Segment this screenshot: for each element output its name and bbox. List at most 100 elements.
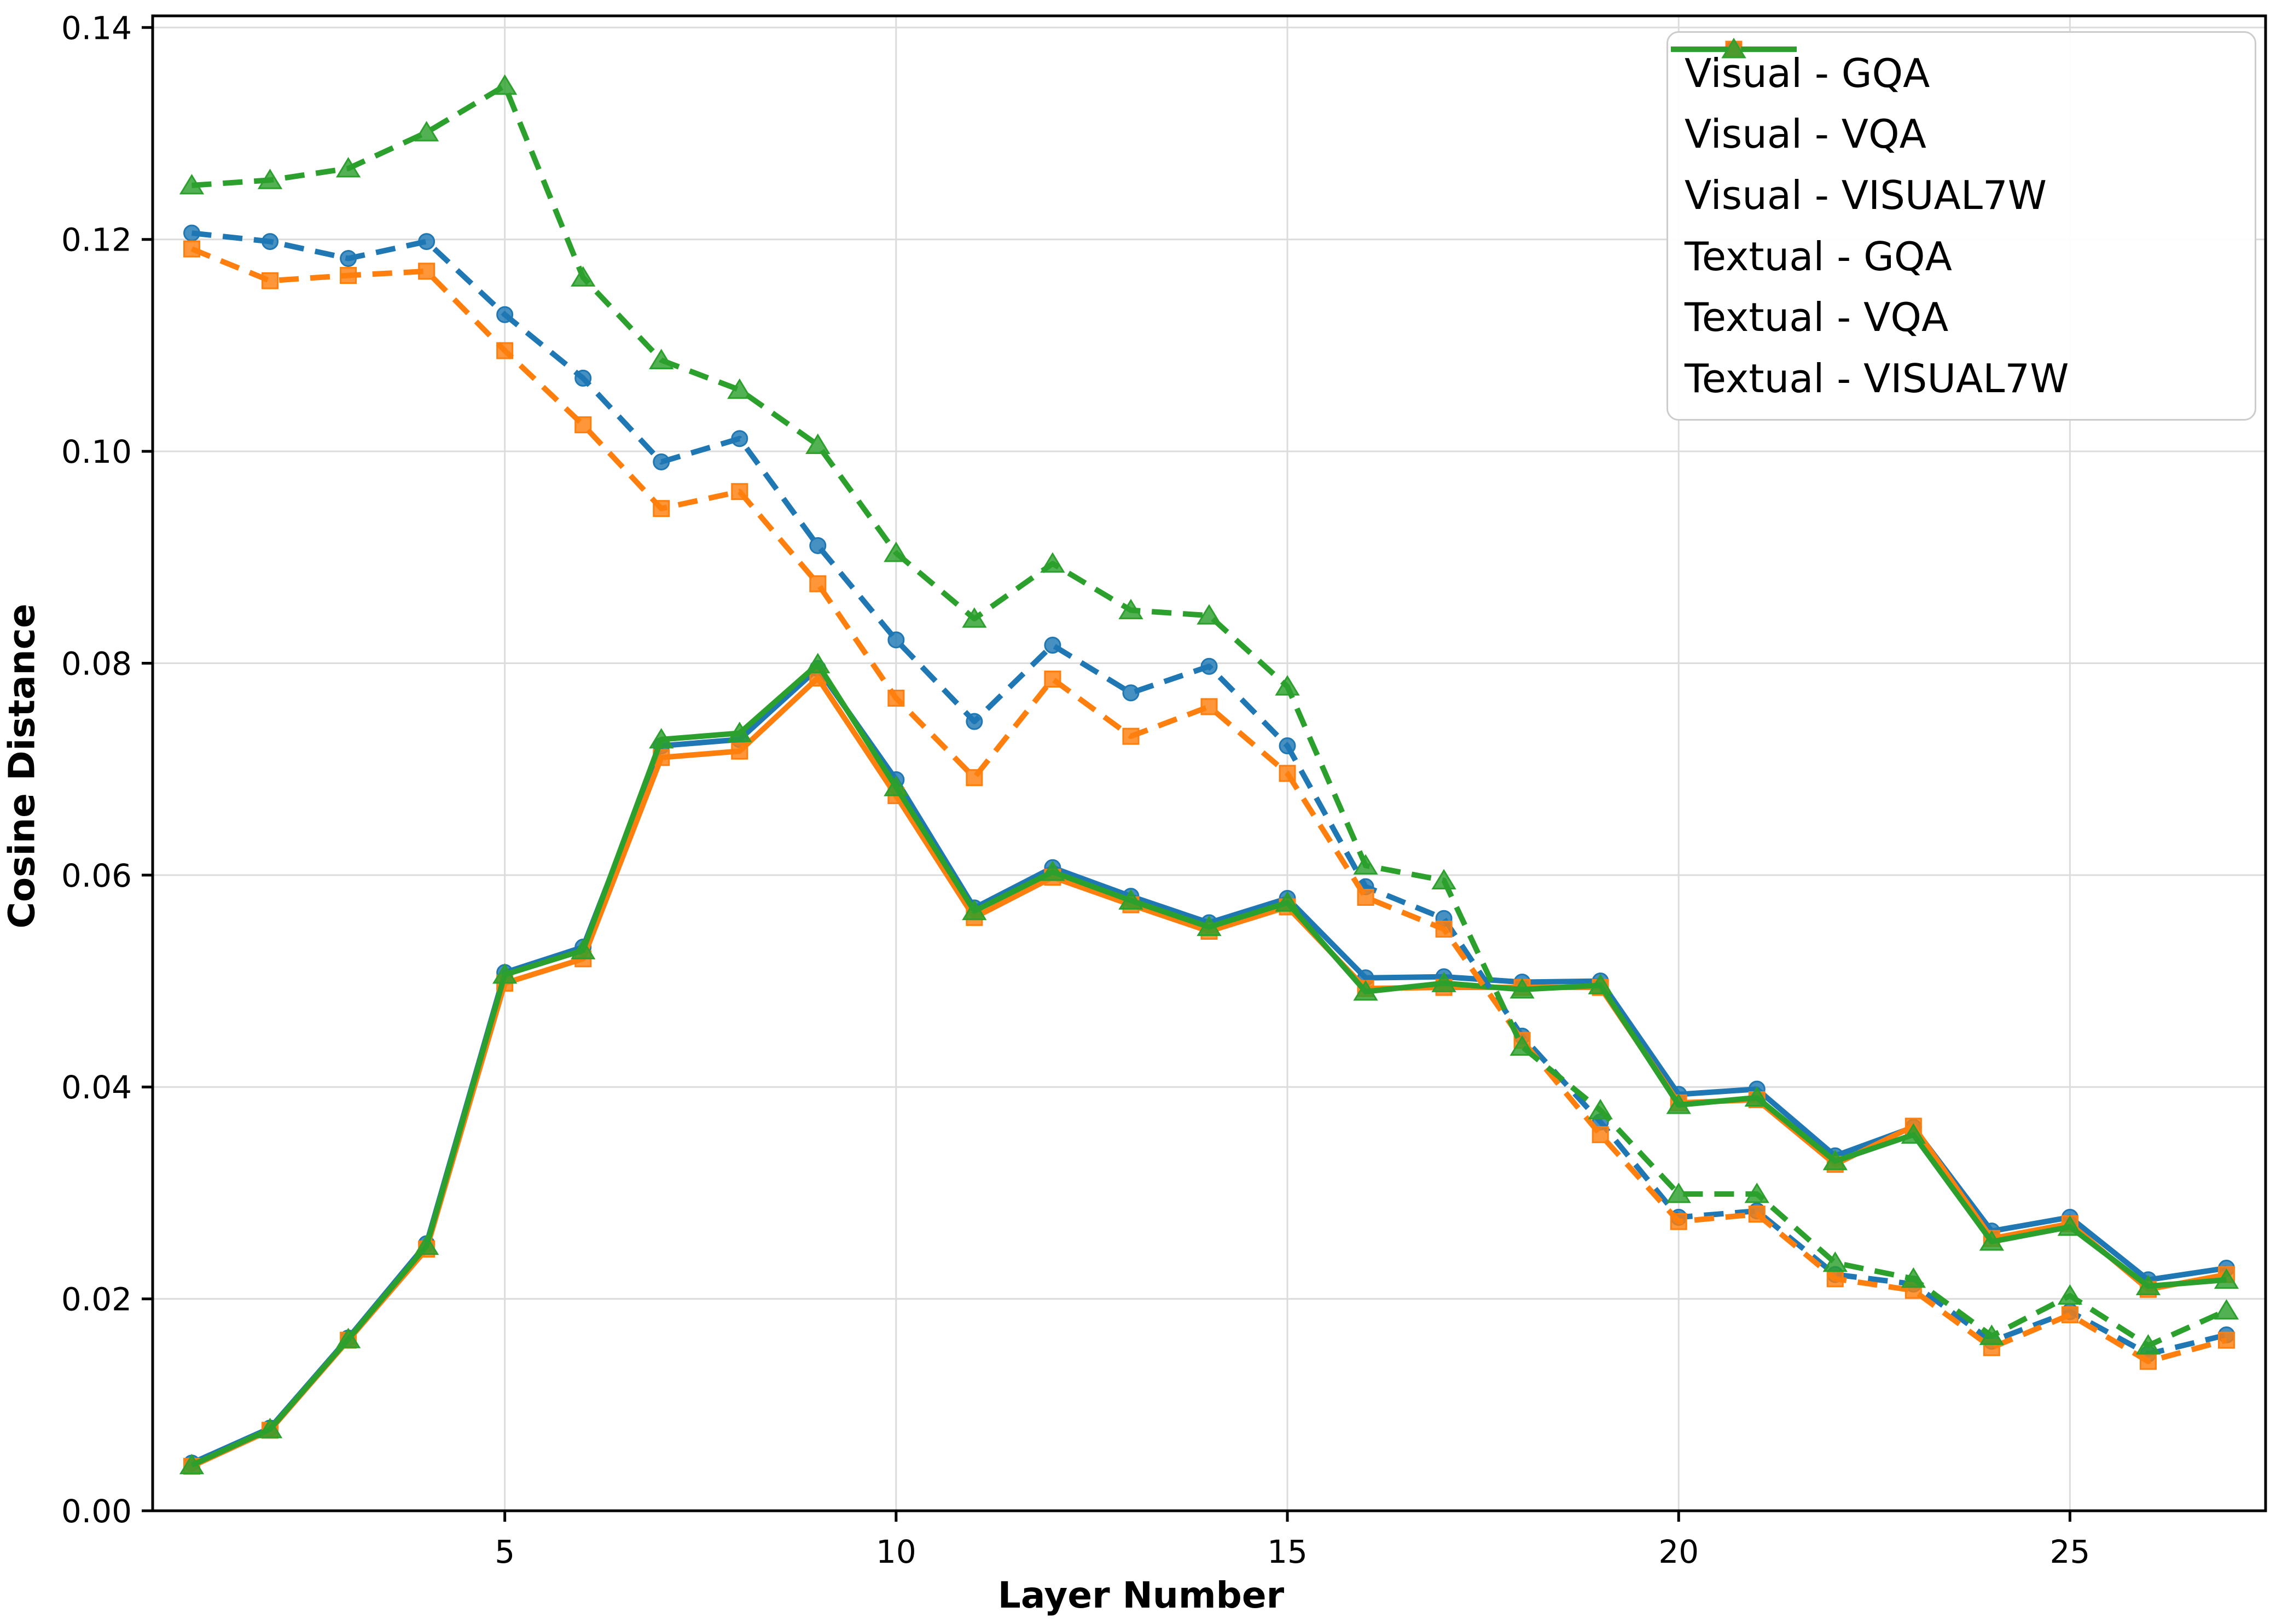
- triangle-marker: [727, 378, 752, 399]
- triangle-marker: [2057, 1284, 2083, 1305]
- legend-item-visual-vqa: Visual - VQA: [1671, 40, 2238, 162]
- circle-marker: [496, 306, 514, 323]
- triangle-marker: [805, 433, 831, 454]
- triangle-marker: [727, 721, 752, 742]
- triangle-marker: [2135, 1334, 2161, 1355]
- triangle-marker: [414, 1234, 439, 1255]
- triangle-marker: [1275, 891, 1300, 912]
- circle-marker: [340, 250, 357, 267]
- legend-item-textual-gqa: Textual - GQA: [1671, 40, 2238, 284]
- legend-label-visual-vqa: Visual - VQA: [1685, 111, 1926, 158]
- square-marker: [340, 267, 357, 284]
- legend-sample-textual-visual7w: [1671, 38, 1797, 59]
- triangle-marker: [1431, 869, 1456, 890]
- series-line-textual-visual7w: [191, 83, 2228, 1348]
- square-marker: [731, 742, 748, 760]
- triangle-marker: [1588, 974, 1613, 994]
- square-marker: [262, 272, 279, 289]
- legend: Visual - GQA Visual - VQA Visual - VISUAL7…: [1667, 31, 2256, 421]
- square-marker: [1357, 889, 1374, 906]
- series-line-visual-visual7w: [190, 661, 2227, 1468]
- triangle-marker: [1721, 38, 1746, 59]
- triangle-marker: [1197, 915, 1222, 936]
- triangle-marker: [492, 963, 518, 984]
- triangle-marker: [649, 728, 674, 749]
- triangle-marker: [962, 607, 987, 628]
- circle-marker: [262, 233, 279, 251]
- circle-marker: [1044, 637, 1061, 654]
- triangle-marker: [1666, 1182, 1691, 1203]
- legend-label-textual-visual7w: Textual - VISUAL7W: [1685, 356, 2069, 402]
- triangle-marker: [1822, 1251, 1848, 1272]
- y-tick-label: 0.02: [61, 1281, 132, 1318]
- triangle-marker: [1666, 1093, 1691, 1114]
- square-marker: [966, 769, 983, 787]
- circle-marker: [574, 369, 592, 387]
- triangle-marker: [1979, 1324, 2005, 1345]
- series-textual-vqa: [183, 240, 2235, 1370]
- x-tick-label: 15: [1267, 1533, 1308, 1570]
- circle-marker: [887, 631, 905, 649]
- triangle-marker: [805, 653, 831, 673]
- triangle-marker: [1118, 889, 1143, 910]
- triangle-marker: [1588, 1098, 1613, 1120]
- triangle-marker: [571, 266, 596, 287]
- square-marker: [1592, 1126, 1609, 1143]
- circle-marker: [1122, 684, 1140, 702]
- square-marker: [2217, 1331, 2235, 1349]
- x-axis-label: Layer Number: [997, 1574, 1285, 1616]
- triangle-marker: [414, 121, 439, 142]
- y-tick-label: 0.12: [61, 222, 132, 259]
- y-tick-label: 0.08: [61, 645, 132, 682]
- triangle-marker: [257, 168, 283, 189]
- triangle-marker: [1901, 1123, 1926, 1144]
- square-marker: [653, 500, 670, 517]
- legend-item-visual-visual7w: Visual - VISUAL7W: [1671, 38, 2238, 223]
- triangle-marker: [179, 174, 205, 195]
- triangle-marker: [1744, 1086, 1769, 1107]
- triangle-marker: [1901, 1267, 1926, 1288]
- square-marker: [1044, 671, 1061, 688]
- x-tick-label: 25: [2050, 1533, 2091, 1570]
- square-marker: [887, 689, 905, 707]
- square-marker: [2061, 1306, 2078, 1324]
- square-marker: [1200, 698, 1218, 715]
- y-tick-label: 0.04: [61, 1069, 132, 1106]
- circle-marker: [809, 537, 827, 554]
- triangle-marker: [335, 157, 361, 178]
- ticks: 5 10 15 20 25 0.00 0.02 0.04 0.06 0.08 0.10 0.12 0.1…: [61, 9, 2090, 1570]
- triangle-marker: [962, 899, 987, 921]
- triangle-marker: [2135, 1274, 2161, 1295]
- triangle-marker: [1431, 971, 1456, 992]
- circle-marker: [731, 430, 748, 447]
- y-axis-label: Cosine Distance: [1, 603, 43, 929]
- square-marker: [183, 240, 201, 258]
- triangle-marker: [2214, 1299, 2239, 1320]
- y-tick-label: 0.06: [61, 857, 132, 894]
- x-tick-label: 10: [876, 1533, 916, 1570]
- plot-border: [151, 14, 2267, 1512]
- triangle-marker: [1979, 1230, 2005, 1251]
- series-visual-vqa: [183, 670, 2235, 1475]
- triangle-marker: [571, 939, 596, 959]
- triangle-marker: [2057, 1215, 2083, 1236]
- triangle-marker: [335, 1328, 361, 1348]
- series-visual-gqa: [183, 660, 2235, 1472]
- series-line-visual-vqa: [190, 675, 2227, 1469]
- square-marker: [809, 575, 827, 592]
- triangle-marker: [492, 74, 518, 95]
- square-marker: [574, 416, 592, 434]
- square-marker: [731, 483, 748, 500]
- triangle-marker: [1040, 860, 1065, 881]
- triangle-marker: [1197, 604, 1222, 625]
- triangle-marker: [1509, 1035, 1535, 1056]
- square-marker: [418, 263, 436, 280]
- x-tick-label: 5: [495, 1533, 515, 1570]
- y-tick-label: 0.00: [61, 1493, 132, 1530]
- circle-marker: [653, 453, 670, 470]
- square-marker: [1122, 727, 1140, 745]
- square-marker: [1435, 921, 1453, 938]
- circle-marker: [418, 233, 436, 251]
